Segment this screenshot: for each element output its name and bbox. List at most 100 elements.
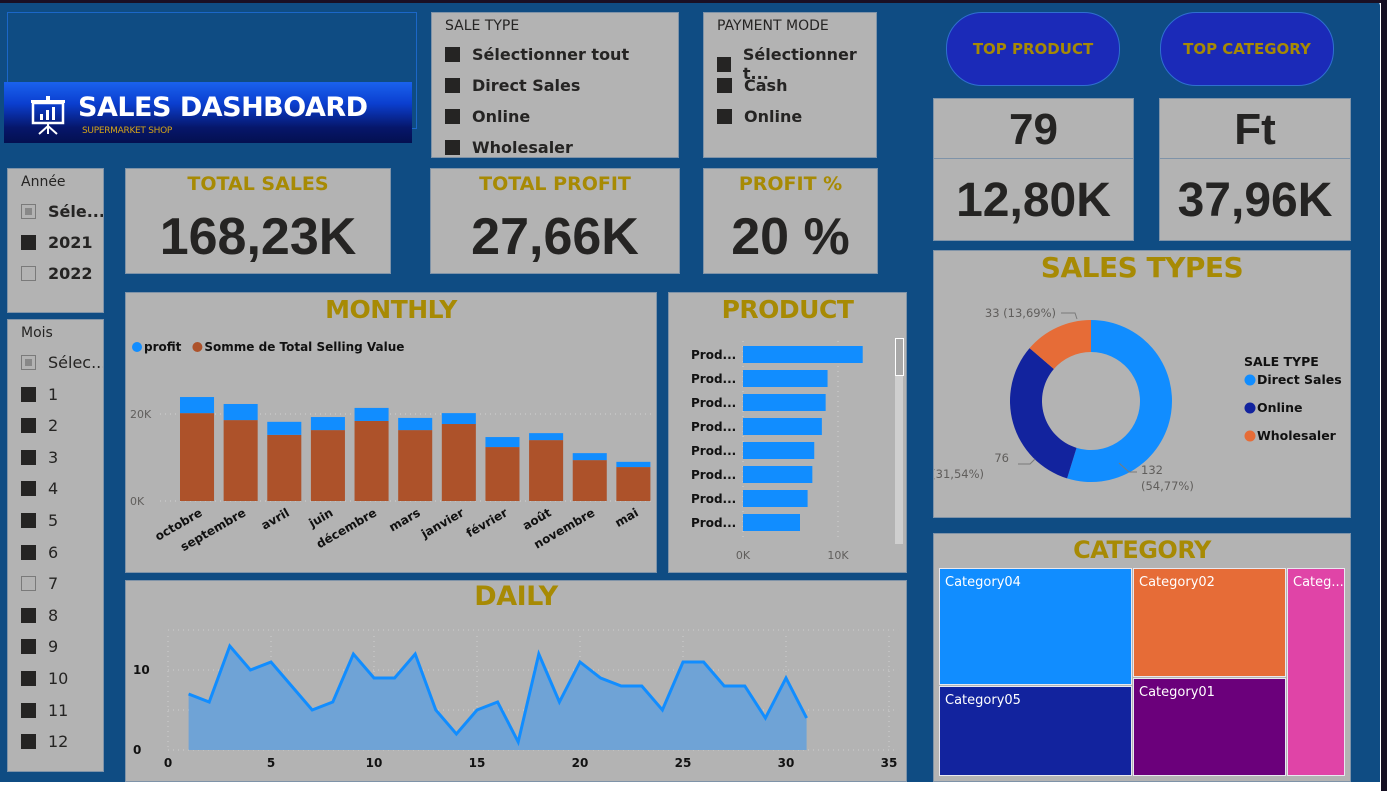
checkbox[interactable]	[21, 449, 36, 465]
treemap-tile[interactable]: Category01	[1133, 678, 1286, 776]
treemap-tile[interactable]: Categ...	[1287, 568, 1345, 776]
product-bar	[743, 514, 800, 531]
treemap-tile-label: Categ...	[1293, 575, 1344, 590]
checkbox[interactable]	[21, 418, 36, 434]
area-fill	[188, 646, 807, 750]
slicer-option-label: 2	[48, 416, 59, 436]
slicer-option-label: Séle...	[48, 202, 104, 221]
slicer-option[interactable]: 10	[21, 669, 68, 688]
slicer-option[interactable]: 2022	[21, 264, 93, 283]
bar-profit	[616, 461, 651, 468]
treemap-tile[interactable]: Category05	[939, 686, 1132, 776]
checkbox[interactable]	[717, 56, 731, 72]
slicer-option[interactable]: 1	[21, 385, 58, 404]
dashboard-logo: SALES DASHBOARD SUPERMARKET SHOP	[4, 82, 412, 143]
payment-mode-slicer: PAYMENT MODE Sélectionner t... Cash Online	[703, 12, 877, 158]
slicer-option[interactable]: Sélec...	[21, 353, 104, 372]
slicer-option[interactable]: Online	[717, 107, 802, 126]
bar-selling-value	[572, 460, 607, 501]
product-scrollbar-track[interactable]	[895, 338, 903, 544]
data-label: 76	[994, 451, 1009, 465]
slicer-option[interactable]: Wholesaler	[445, 138, 573, 157]
sales-types-card: SALES TYPES 132 (54,77%) 76 (31,54%) 33 (13,…	[933, 250, 1351, 518]
x-tick-label: 15	[469, 756, 486, 770]
slicer-option[interactable]: 12	[21, 732, 68, 751]
slicer-option-label: 2022	[48, 264, 93, 283]
checkbox[interactable]	[21, 734, 36, 750]
slicer-option[interactable]: 7	[21, 574, 58, 593]
checkbox[interactable]	[21, 544, 36, 560]
slicer-option[interactable]: Sélectionner tout	[445, 45, 629, 64]
chart-title: SALES TYPES	[1040, 251, 1244, 284]
kpi-title: PROFIT %	[738, 173, 843, 195]
dashboard-title: SALES DASHBOARD	[78, 92, 368, 123]
x-tick-label: février	[464, 505, 510, 540]
checkbox[interactable]	[21, 386, 36, 402]
product-label: Prod...	[691, 444, 736, 458]
product-label: Prod...	[691, 468, 736, 482]
treemap-tile[interactable]: Category02	[1133, 568, 1286, 677]
slicer-option[interactable]: 6	[21, 543, 58, 562]
x-tick-label: 0	[164, 756, 172, 770]
slicer-option[interactable]: 11	[21, 701, 68, 720]
kpi-title: TOTAL PROFIT	[479, 173, 631, 195]
slicer-option[interactable]: 8	[21, 606, 58, 625]
bar-selling-value	[180, 413, 215, 501]
checkbox[interactable]	[21, 204, 36, 219]
slicer-option[interactable]: Séle...	[21, 202, 104, 221]
checkbox[interactable]	[445, 47, 460, 62]
slicer-option-label: Sélectionner tout	[472, 45, 630, 64]
x-tick-label: mai	[612, 505, 640, 529]
checkbox[interactable]	[21, 576, 36, 592]
checkbox[interactable]	[717, 78, 732, 93]
checkbox[interactable]	[21, 513, 36, 528]
checkbox[interactable]	[21, 266, 36, 281]
slicer-option-label: 8	[48, 605, 59, 625]
kpi-title: TOTAL SALES	[187, 173, 329, 195]
slicer-option[interactable]: 5	[21, 511, 58, 530]
slicer-option[interactable]: 4	[21, 479, 58, 498]
slicer-title: PAYMENT MODE	[717, 18, 829, 34]
top-product-button[interactable]: TOP PRODUCT	[946, 12, 1120, 86]
checkbox[interactable]	[717, 109, 732, 124]
presentation-chart-icon	[31, 96, 65, 135]
checkbox[interactable]	[21, 235, 36, 250]
chart-title: DAILY	[474, 581, 558, 612]
slicer-option[interactable]: Direct Sales	[445, 76, 580, 95]
slicer-option[interactable]: Cash	[717, 76, 787, 95]
checkbox[interactable]	[445, 78, 460, 93]
treemap-tile[interactable]: Category04	[939, 568, 1132, 685]
product-scrollbar-thumb[interactable]	[895, 338, 904, 376]
x-tick-label: avril	[259, 505, 292, 532]
checkbox[interactable]	[21, 607, 36, 623]
slicer-option[interactable]: Online	[445, 107, 530, 126]
kpi-value: 168,23K	[159, 208, 357, 266]
bar-selling-value	[529, 440, 564, 501]
donut-slice	[1067, 320, 1172, 482]
slicer-option[interactable]: 2021	[21, 233, 93, 252]
slicer-option[interactable]: 9	[21, 637, 58, 656]
y-tick-label: 0	[133, 743, 141, 757]
kpi-value: 20 %	[731, 208, 850, 266]
x-tick-label: 5	[267, 756, 275, 770]
checkbox[interactable]	[445, 109, 460, 124]
chart-title: MONTHLY	[325, 295, 457, 324]
data-label: 33 (13,69%)	[985, 306, 1056, 320]
checkbox[interactable]	[445, 140, 460, 155]
checkbox[interactable]	[21, 481, 36, 497]
slicer-option[interactable]: 3	[21, 448, 58, 467]
checkbox[interactable]	[21, 639, 36, 655]
product-bar	[743, 346, 863, 363]
legend-marker	[1244, 402, 1256, 414]
checkbox[interactable]	[21, 355, 36, 370]
top-product-name: 79	[1009, 105, 1058, 154]
checkbox[interactable]	[21, 671, 36, 686]
slicer-option-label: 7	[48, 574, 59, 594]
checkbox[interactable]	[21, 702, 36, 718]
slicer-option[interactable]: 2	[21, 416, 58, 435]
slicer-option-label: Sélec...	[48, 353, 104, 372]
slicer-option[interactable]: Sélectionner t...	[717, 45, 876, 83]
slicer-option-label: Online	[744, 107, 803, 126]
slicer-title: Année	[21, 174, 66, 190]
top-category-button[interactable]: TOP CATEGORY	[1160, 12, 1334, 86]
